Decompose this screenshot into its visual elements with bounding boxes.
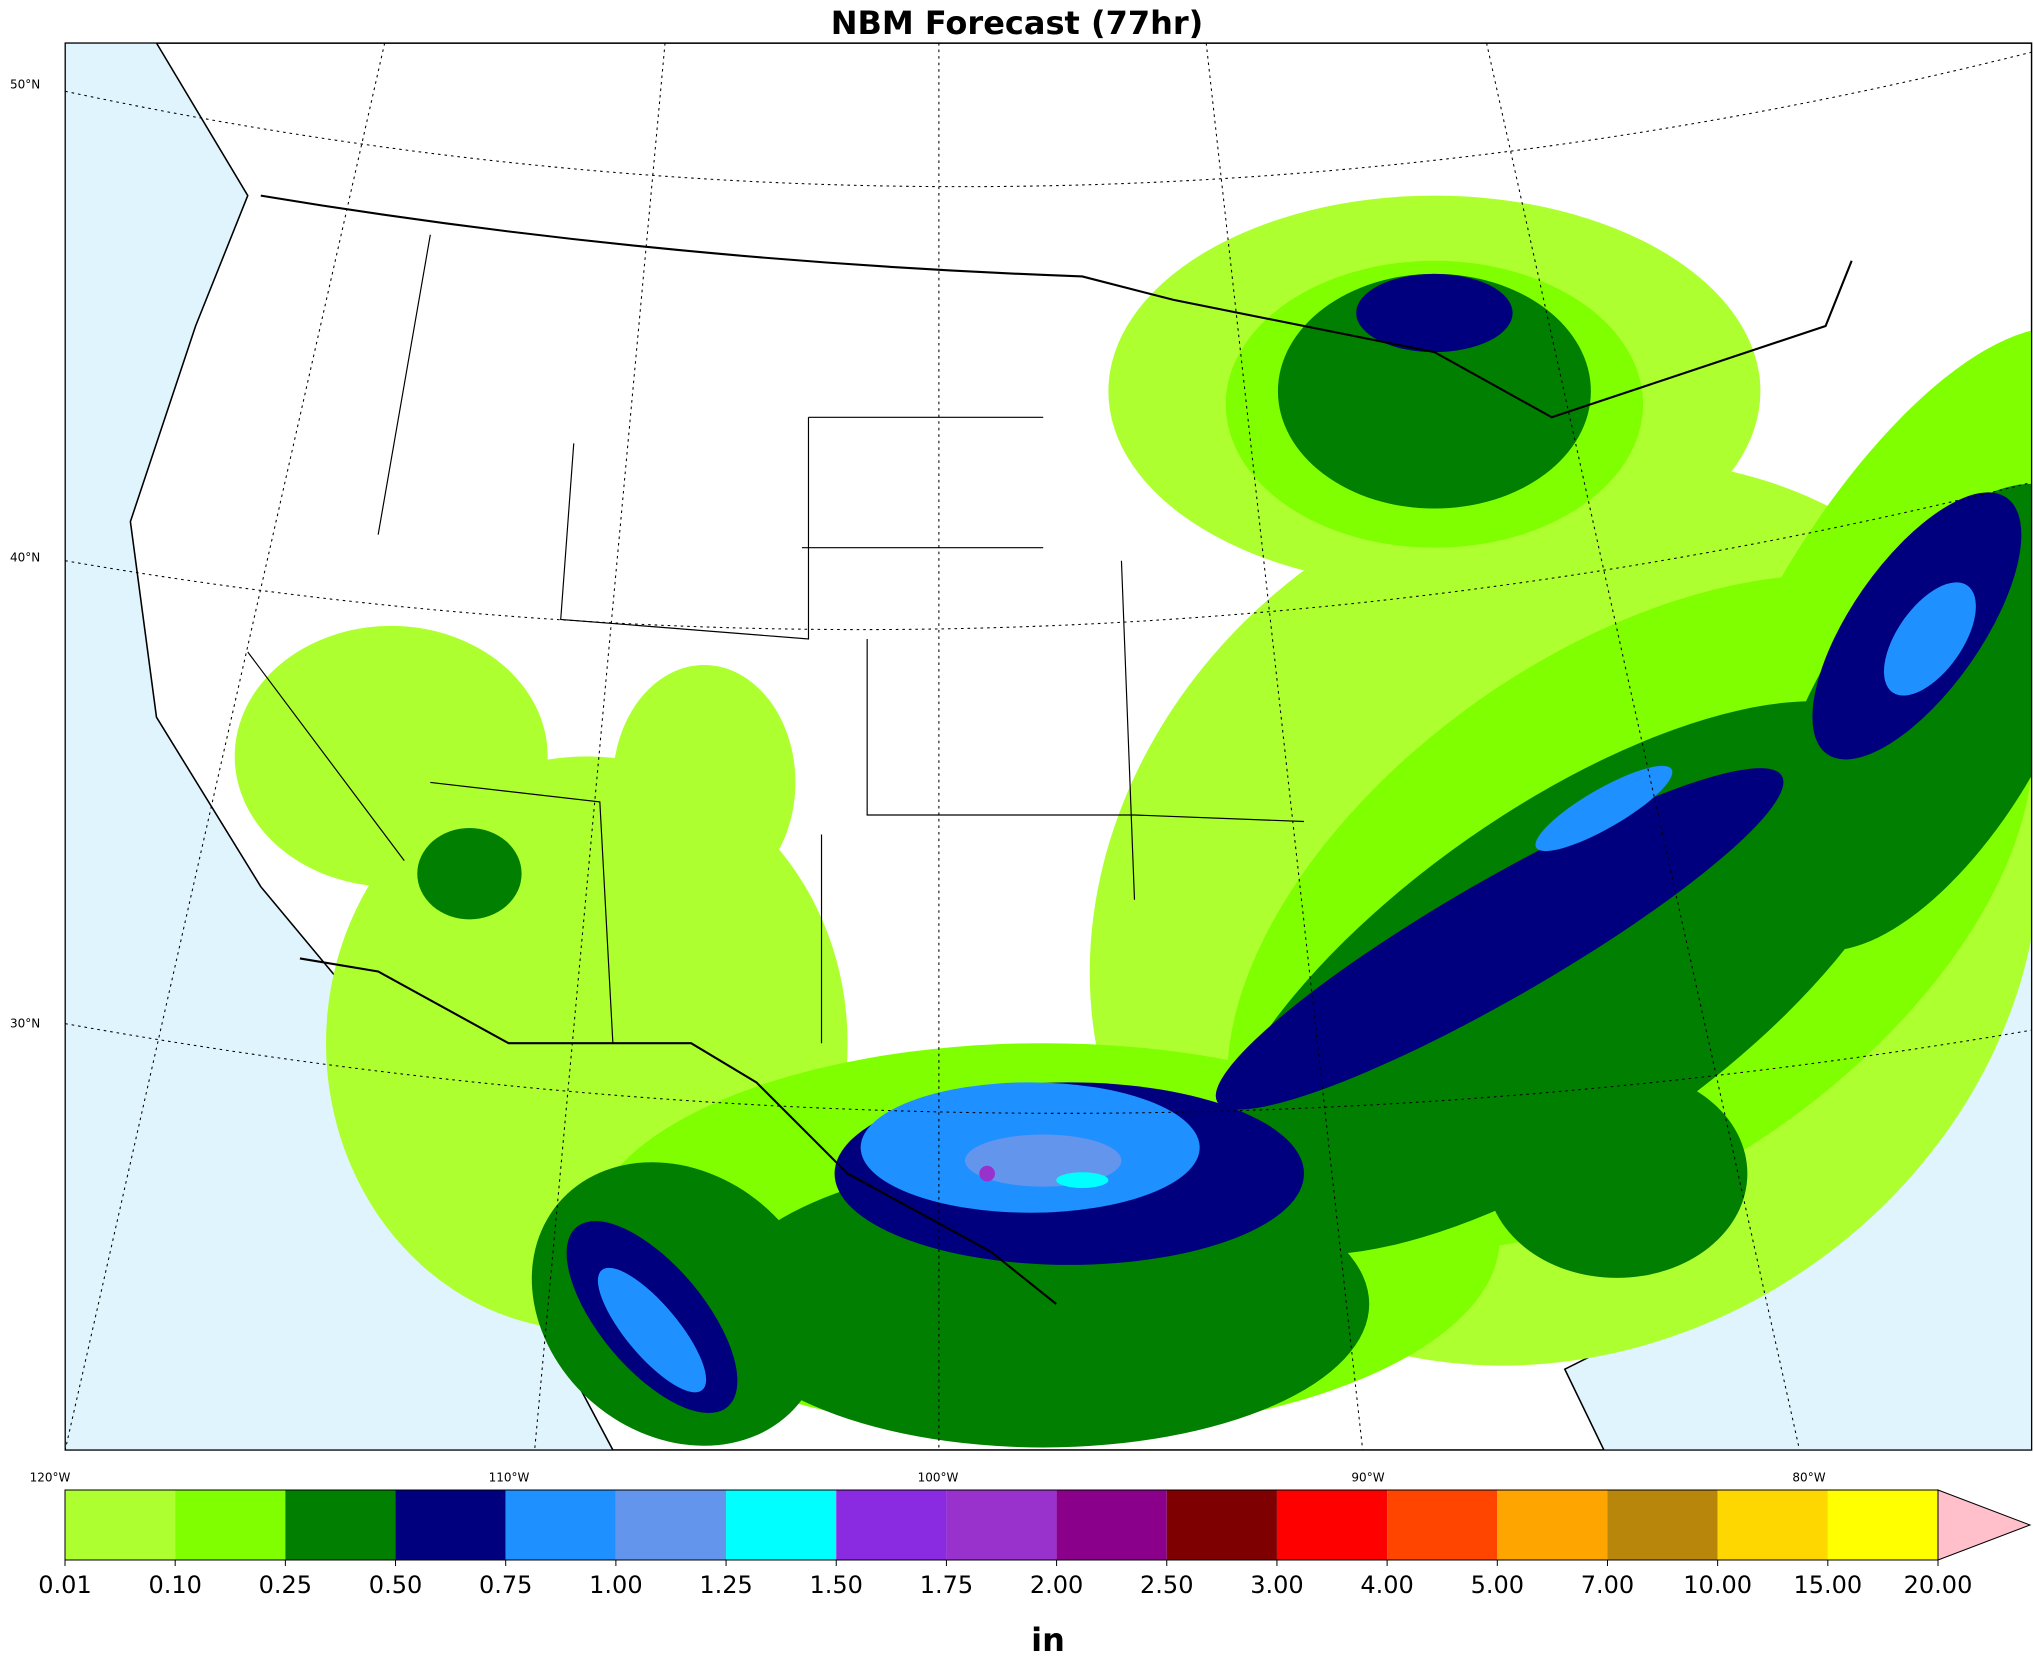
colorbar-tick-label: 7.00	[1581, 1571, 1634, 1599]
precip-area	[417, 828, 522, 920]
map	[64, 42, 2033, 1451]
precip-area	[1486, 1069, 1748, 1278]
precip-area	[1209, 701, 1921, 1255]
colorbar-segment	[1166, 1490, 1277, 1560]
colorbar-segment	[505, 1490, 616, 1560]
graticule-labels: 50°N 40°N 30°N 120°W 110°W 100°W 90°W 80…	[10, 78, 1826, 1485]
lon-label: 110°W	[489, 1471, 530, 1485]
colorbar-segment	[1607, 1490, 1718, 1560]
lon-label: 120°W	[30, 1471, 71, 1485]
colorbar-segment	[175, 1490, 286, 1560]
colorbar-tick-label: 15.00	[1793, 1571, 1862, 1599]
colorbar-tick-label: 1.50	[810, 1571, 863, 1599]
lon-label: 90°W	[1351, 1471, 1384, 1485]
colorbar-tick-label: 1.75	[920, 1571, 973, 1599]
state-lines	[247, 234, 1305, 1044]
colorbar-segment	[946, 1490, 1057, 1560]
colorbar-tick-label: 1.00	[589, 1571, 642, 1599]
graticule	[65, 43, 2032, 1451]
colorbar-label: in	[1031, 1621, 1065, 1659]
precip-area	[1356, 273, 1513, 353]
colorbar-tick-label: 10.00	[1683, 1571, 1752, 1599]
colorbar-segment	[1387, 1490, 1498, 1560]
colorbar-tick-label: 2.00	[1030, 1571, 1083, 1599]
colorbar-tick-label: 0.50	[369, 1571, 422, 1599]
colorbar: 0.01 0.10 0.25 0.50 0.75 1.00 1.25 1.50 1.75 2.00…	[38, 1489, 2032, 1599]
colorbar-tick-label: 0.01	[38, 1571, 91, 1599]
colorbar-outline	[64, 1489, 1939, 1561]
precip-area	[1277, 273, 1591, 509]
colorbar-segment	[615, 1490, 727, 1560]
colorbar-tick-label: 0.25	[259, 1571, 312, 1599]
colorbar-segment	[836, 1490, 947, 1560]
lat-label: 40°N	[10, 551, 40, 565]
precip-area	[612, 665, 796, 900]
colorbar-extend	[1937, 1489, 2032, 1561]
precip-area	[979, 1165, 995, 1182]
colorbar-segment	[1497, 1490, 1608, 1560]
colorbar-segment	[1827, 1490, 1938, 1560]
colorbar-segment	[1056, 1490, 1167, 1560]
colorbar-tick-label: 4.00	[1360, 1571, 1413, 1599]
precip-area	[1764, 483, 2032, 951]
precip-area	[1215, 768, 1784, 1110]
precip-area	[234, 625, 548, 887]
colorbar-segment	[285, 1490, 396, 1560]
colorbar-segment	[1276, 1490, 1388, 1560]
precip-area	[1535, 765, 1673, 852]
precip-area	[1056, 1172, 1109, 1188]
precip-area	[597, 1267, 707, 1393]
map-frame	[64, 42, 2033, 1451]
colorbar-tick-label: 5.00	[1471, 1571, 1524, 1599]
colorbar-tick-label: 2.50	[1140, 1571, 1193, 1599]
colorbar-tick-label: 3.00	[1250, 1571, 1303, 1599]
borders	[260, 194, 1853, 1305]
colorbar-tick-label: 0.75	[479, 1571, 532, 1599]
title: NBM Forecast (77hr)	[831, 4, 1204, 42]
colorbar-segment	[65, 1490, 176, 1560]
lat-label: 50°N	[10, 78, 40, 92]
colorbar-segment	[1717, 1490, 1828, 1560]
colorbar-segment	[726, 1490, 837, 1560]
colorbar-tick-label: 1.25	[699, 1571, 752, 1599]
lat-label: 30°N	[10, 1017, 40, 1031]
colorbar-segment	[395, 1490, 506, 1560]
colorbar-tick-label: 20.00	[1904, 1571, 1973, 1599]
lon-label: 100°W	[918, 1471, 959, 1485]
lon-label: 80°W	[1792, 1471, 1825, 1485]
colorbar-tick-label: 0.10	[148, 1571, 201, 1599]
precip-area	[1883, 582, 1976, 696]
